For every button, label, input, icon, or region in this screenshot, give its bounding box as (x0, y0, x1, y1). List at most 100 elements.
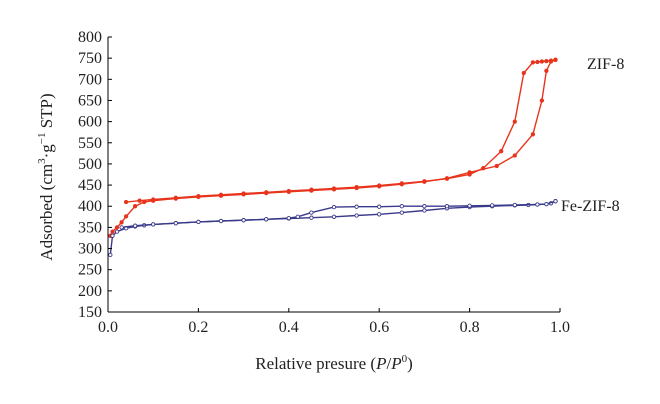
data-point-fe-zif-8-desorption (286, 215, 291, 221)
data-point-zif-8-desorption (512, 119, 517, 124)
data-point-fe-zif-8-adsorption (331, 214, 337, 219)
data-point-fe-zif-8-desorption (490, 203, 495, 208)
y-tick-label: 650 (78, 92, 102, 109)
data-point-fe-zif-8-desorption (377, 204, 382, 209)
data-point-zif-8-desorption (481, 166, 486, 171)
data-point-zif-8-adsorption (110, 229, 115, 234)
data-point-zif-8-desorption (422, 179, 427, 184)
data-point-zif-8-desorption (218, 192, 224, 197)
y-tick-label: 300 (78, 241, 102, 258)
data-point-zif-8-adsorption (539, 98, 545, 103)
y-tick-label: 700 (78, 71, 102, 88)
data-point-fe-zif-8-adsorption (399, 210, 404, 215)
data-point-zif-8-desorption (499, 149, 504, 154)
x-axis-label: Relative presure (P/P0) (255, 353, 413, 373)
x-tick-label: 1.0 (550, 319, 570, 336)
data-point-zif-8-desorption (137, 198, 142, 203)
data-point-zif-8-desorption (544, 58, 549, 64)
data-point-fe-zif-8-adsorption (108, 252, 113, 258)
data-point-zif-8-adsorption (114, 225, 120, 230)
y-tick-label: 150 (78, 304, 102, 321)
data-point-zif-8-adsorption (132, 204, 138, 209)
data-point-fe-zif-8-desorption (331, 204, 337, 210)
data-point-fe-zif-8-adsorption (309, 215, 314, 220)
data-point-zif-8-desorption (286, 188, 291, 194)
data-point-fe-zif-8-desorption (512, 202, 517, 208)
data-point-fe-zif-8-desorption (173, 221, 178, 226)
data-point-zif-8-desorption (241, 191, 246, 196)
data-point-zif-8-desorption (264, 190, 269, 195)
data-point-zif-8-adsorption (494, 163, 499, 169)
y-tick-label: 250 (78, 262, 102, 279)
data-point-zif-8-adsorption (123, 214, 129, 219)
y-tick-label: 750 (78, 50, 102, 67)
y-tick-label: 550 (78, 135, 102, 152)
data-point-fe-zif-8-desorption (264, 217, 269, 222)
data-point-zif-8-adsorption (512, 153, 517, 158)
y-tick-label: 350 (78, 219, 102, 236)
data-point-fe-zif-8-desorption (119, 225, 124, 230)
data-point-fe-zif-8-adsorption (110, 233, 115, 238)
data-point-fe-zif-8-desorption (544, 201, 549, 207)
axes-layer (107, 36, 561, 313)
data-point-fe-zif-8-adsorption (422, 208, 427, 213)
data-point-zif-8-desorption (553, 57, 558, 62)
x-tick-label: 0.0 (98, 319, 118, 336)
data-point-zif-8-desorption (196, 193, 201, 199)
x-tick-label: 0.2 (188, 319, 208, 336)
data-point-zif-8-desorption (173, 195, 178, 200)
data-point-zif-8-desorption (530, 60, 536, 65)
data-point-zif-8-adsorption (530, 132, 536, 137)
data-point-zif-8-desorption (309, 187, 314, 192)
series-label-fe-zif-8: Fe-ZIF-8 (561, 198, 620, 215)
data-point-zif-8-desorption (444, 176, 450, 181)
data-point-fe-zif-8-adsorption (377, 212, 382, 217)
data-point-zif-8-desorption (377, 183, 382, 188)
data-point-fe-zif-8-desorption (309, 210, 314, 215)
data-point-fe-zif-8-desorption (218, 218, 224, 224)
data-point-zif-8-desorption (399, 181, 404, 186)
data-point-zif-8-desorption (151, 197, 156, 202)
y-tick-label: 450 (78, 177, 102, 194)
data-point-zif-8-desorption (331, 186, 337, 191)
labels-layer: 150 200 250 300 350 400 450 500 550 600 650 700 750 8… (78, 29, 570, 336)
data-point-fe-zif-8-adsorption (354, 213, 359, 218)
data-point-fe-zif-8-desorption (241, 218, 246, 223)
data-point-zif-8-desorption (539, 59, 545, 64)
data-point-fe-zif-8-desorption (399, 204, 404, 209)
data-point-zif-8-adsorption (544, 68, 549, 73)
data-point-fe-zif-8-desorption (354, 204, 359, 209)
series-label-zif-8: ZIF-8 (587, 56, 624, 73)
data-point-fe-zif-8-desorption (132, 223, 138, 228)
y-tick-label: 200 (78, 283, 102, 300)
series-line-zif-8-desorption (126, 59, 556, 203)
y-tick-label: 800 (78, 29, 102, 46)
data-point-fe-zif-8-desorption (553, 199, 558, 204)
y-tick-label: 400 (78, 198, 102, 215)
data-point-zif-8-desorption (535, 59, 540, 65)
x-tick-label: 0.6 (369, 319, 389, 336)
series-layer (108, 57, 558, 258)
data-point-fe-zif-8-desorption (444, 204, 450, 209)
data-point-fe-zif-8-desorption (422, 204, 427, 209)
data-point-fe-zif-8-adsorption (114, 229, 120, 234)
data-point-zif-8-desorption (123, 199, 129, 205)
data-point-zif-8-desorption (354, 185, 359, 190)
data-point-fe-zif-8-desorption (151, 222, 156, 227)
y-tick-label: 600 (78, 114, 102, 131)
y-axis-label: Adsorbed (cm3·g−1 STP) (36, 93, 56, 260)
data-point-zif-8-adsorption (119, 220, 124, 225)
series-line-fe-zif-8-adsorption (109, 200, 556, 255)
data-point-zif-8-desorption (521, 70, 526, 76)
y-tick-label: 500 (78, 156, 102, 173)
series-line-zif-8-adsorption (109, 59, 556, 237)
data-point-fe-zif-8-desorption (467, 203, 472, 208)
data-point-zif-8-desorption (548, 58, 554, 63)
data-point-fe-zif-8-desorption (295, 214, 300, 219)
x-tick-label: 0.8 (460, 319, 480, 336)
x-tick-label: 0.4 (279, 319, 299, 336)
data-point-zif-8-desorption (467, 172, 472, 177)
data-point-fe-zif-8-desorption (535, 202, 540, 207)
data-point-fe-zif-8-desorption (196, 219, 201, 225)
